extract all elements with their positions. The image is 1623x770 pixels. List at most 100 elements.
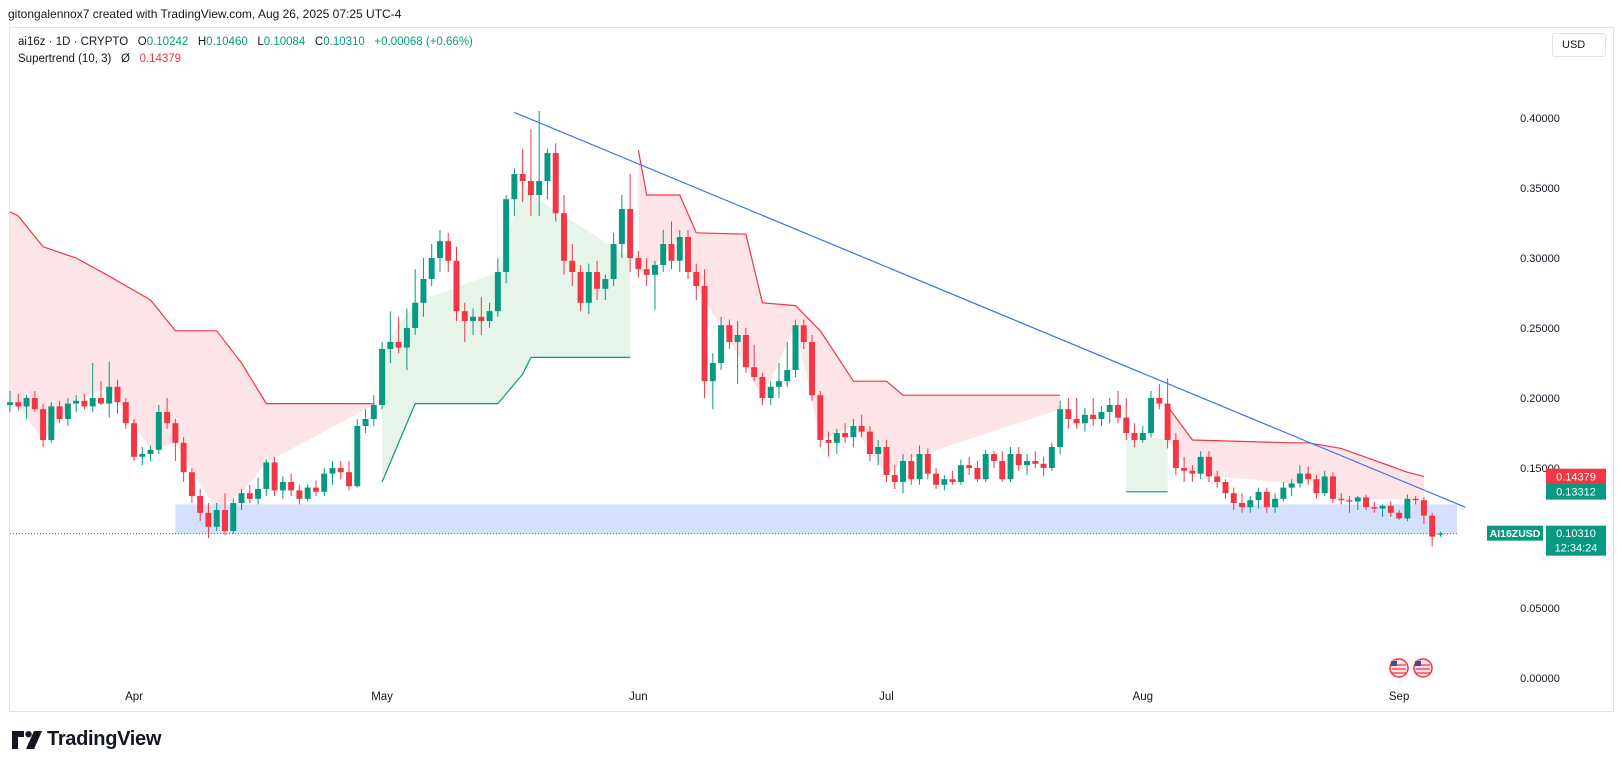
candle[interactable]	[511, 168, 518, 216]
candle[interactable]	[916, 445, 923, 485]
candle[interactable]	[924, 448, 931, 480]
trendline[interactable]	[514, 111, 1466, 508]
candle[interactable]	[833, 428, 840, 454]
candle[interactable]	[1090, 398, 1097, 426]
candle[interactable]	[1387, 501, 1394, 517]
candle[interactable]	[147, 445, 154, 461]
candle[interactable]	[1015, 447, 1022, 471]
candle[interactable]	[271, 456, 278, 496]
supertrend-up-label[interactable]: 0.13312	[1546, 483, 1606, 500]
candle[interactable]	[1172, 433, 1179, 475]
candle[interactable]	[1255, 487, 1262, 509]
candle[interactable]	[1065, 398, 1072, 429]
candle[interactable]	[420, 258, 427, 317]
candle[interactable]	[751, 344, 758, 382]
candle[interactable]	[1404, 494, 1411, 522]
candle[interactable]	[279, 476, 286, 499]
candle[interactable]	[776, 363, 782, 398]
candle[interactable]	[1205, 451, 1212, 482]
indicator-name[interactable]: Supertrend (10, 3)	[18, 53, 112, 65]
candle[interactable]	[701, 269, 708, 398]
candle[interactable]	[1098, 406, 1105, 426]
candle[interactable]	[23, 395, 30, 419]
candle[interactable]	[908, 454, 915, 485]
symbol-label[interactable]: ai16z · 1D · CRYPTO	[18, 36, 129, 48]
candle[interactable]	[1363, 494, 1370, 510]
supertrend-down-label[interactable]: 0.14379	[1546, 468, 1606, 485]
candle[interactable]	[486, 302, 493, 328]
candle[interactable]	[1156, 384, 1163, 410]
candle[interactable]	[734, 321, 741, 384]
candle[interactable]	[1131, 423, 1138, 447]
candle[interactable]	[395, 316, 402, 354]
last-price-label[interactable]: AI16ZUSD 0.10310 12:34:24	[1487, 525, 1606, 556]
candle[interactable]	[246, 484, 253, 503]
candle[interactable]	[594, 260, 601, 300]
candle[interactable]	[709, 353, 716, 410]
candle[interactable]	[1346, 496, 1353, 513]
candle[interactable]	[73, 395, 80, 412]
candle[interactable]	[866, 426, 873, 461]
candle[interactable]	[188, 468, 195, 503]
candle[interactable]	[172, 419, 179, 461]
candle[interactable]	[379, 342, 386, 410]
candle[interactable]	[494, 258, 501, 317]
candle[interactable]	[40, 403, 47, 447]
candle[interactable]	[1296, 465, 1303, 488]
candle[interactable]	[1181, 456, 1188, 482]
candle[interactable]	[1123, 398, 1130, 440]
candle[interactable]	[1214, 470, 1221, 488]
candle[interactable]	[1057, 400, 1064, 454]
candle[interactable]	[1305, 466, 1312, 485]
currency-button[interactable]: USD	[1552, 33, 1606, 57]
candle[interactable]	[7, 391, 13, 412]
candle[interactable]	[817, 391, 824, 447]
supertrend-down-line[interactable]	[1167, 406, 1425, 477]
candle[interactable]	[362, 409, 369, 433]
candle[interactable]	[1230, 487, 1237, 510]
candle[interactable]	[800, 319, 807, 349]
candle[interactable]	[1081, 407, 1088, 432]
candle[interactable]	[164, 398, 171, 429]
candle[interactable]	[15, 393, 22, 411]
candle[interactable]	[445, 232, 452, 272]
candle[interactable]	[461, 302, 468, 342]
candle[interactable]	[536, 111, 543, 216]
candle[interactable]	[412, 269, 419, 335]
candle[interactable]	[180, 437, 187, 482]
candle[interactable]	[1329, 472, 1336, 503]
candle[interactable]	[949, 470, 956, 485]
candle[interactable]	[56, 400, 63, 424]
candle[interactable]	[759, 372, 766, 405]
candle[interactable]	[1396, 510, 1403, 520]
candle[interactable]	[370, 395, 377, 426]
candle[interactable]	[1412, 496, 1419, 505]
candle[interactable]	[346, 461, 352, 491]
candle[interactable]	[1139, 426, 1146, 443]
candle[interactable]	[1280, 482, 1287, 502]
candle[interactable]	[685, 230, 691, 279]
candle[interactable]	[1272, 493, 1279, 513]
candle[interactable]	[1189, 465, 1196, 482]
candle[interactable]	[31, 391, 38, 412]
candle[interactable]	[1420, 497, 1427, 524]
candle[interactable]	[1164, 378, 1171, 449]
candle[interactable]	[1222, 479, 1229, 499]
candle[interactable]	[792, 319, 799, 377]
candle[interactable]	[1313, 475, 1320, 499]
candle[interactable]	[966, 456, 973, 475]
candle[interactable]	[660, 230, 667, 272]
candle[interactable]	[1032, 451, 1039, 468]
candle[interactable]	[883, 440, 890, 482]
candle[interactable]	[1288, 479, 1295, 496]
candle[interactable]	[205, 503, 212, 538]
candle[interactable]	[693, 263, 700, 300]
supertrend-down-line[interactable]	[637, 150, 1061, 396]
candle[interactable]	[312, 480, 319, 496]
candle[interactable]	[197, 489, 204, 522]
candle[interactable]	[767, 381, 774, 405]
candle[interactable]	[230, 498, 237, 534]
candle[interactable]	[106, 361, 113, 418]
candle[interactable]	[627, 174, 634, 272]
candle[interactable]	[585, 263, 592, 314]
